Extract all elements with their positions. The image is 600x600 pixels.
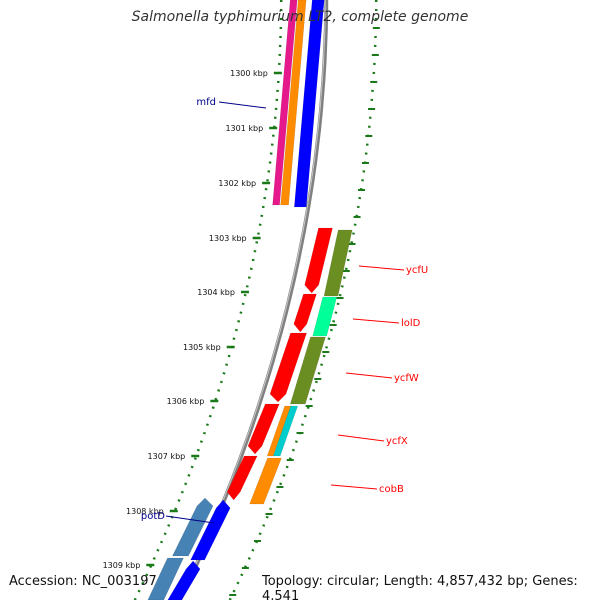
gene-label-leader (165, 515, 215, 524)
gene-label-leader (330, 484, 378, 490)
kbp-tick-label: 1306 kbp (167, 397, 205, 406)
gene-bar (304, 227, 333, 294)
gene-bar (289, 336, 326, 405)
gene-label-leader (358, 265, 405, 271)
gene-label-lold: lolD (401, 318, 421, 329)
kbp-tick-label: 1302 kbp (218, 179, 256, 188)
kbp-tick-label: 1300 kbp (230, 69, 268, 78)
gene-bar (249, 457, 282, 505)
kbp-tick-label: 1305 kbp (183, 343, 221, 352)
gene-label-ycfx: ycfX (386, 436, 408, 447)
accession-text: Accession: NC_003197 (9, 574, 157, 589)
gene-bar (312, 296, 338, 337)
gene-label-leader (337, 434, 385, 442)
gene-label-leader (345, 372, 393, 379)
genome-summary-text: Topology: circular; Length: 4,857,432 bp… (262, 574, 578, 600)
gene-bar (147, 557, 184, 600)
inner-dotted-ruler (133, 0, 283, 600)
gene-bar (247, 403, 280, 455)
genome-backbone (177, 0, 329, 600)
gene-label-potd: potD (141, 511, 165, 522)
kbp-tick-label: 1308 kbp (126, 507, 164, 516)
map-title: Salmonella typhimurium LT2, complete gen… (131, 9, 469, 25)
kbp-tick-label: 1307 kbp (148, 452, 186, 461)
kbp-tick-label: 1301 kbp (225, 124, 263, 133)
gene-label-leader (352, 318, 400, 324)
gene-bar (294, 0, 325, 208)
gene-label-cobb: cobB (379, 484, 404, 495)
gene-label-ycfu: ycfU (406, 265, 428, 276)
kbp-tick-label: 1303 kbp (209, 234, 247, 243)
outer-dotted-ruler (228, 0, 378, 600)
gene-label-ycfw: ycfW (394, 373, 419, 384)
gene-label-mfd: mfd (196, 97, 216, 108)
gene-bar (272, 405, 299, 457)
gene-bar (280, 0, 307, 206)
kbp-tick-label: 1309 kbp (103, 561, 141, 570)
gene-bar (167, 560, 201, 600)
gene-bar (171, 497, 214, 557)
gene-bar (293, 293, 317, 333)
kbp-tick-label: 1304 kbp (197, 288, 235, 297)
gene-bar (323, 229, 353, 297)
gene-label-leader (218, 101, 267, 109)
gene-bar (269, 332, 307, 403)
gene-bar (226, 455, 258, 501)
gene-bar (272, 0, 298, 206)
gene-bar (190, 499, 231, 561)
